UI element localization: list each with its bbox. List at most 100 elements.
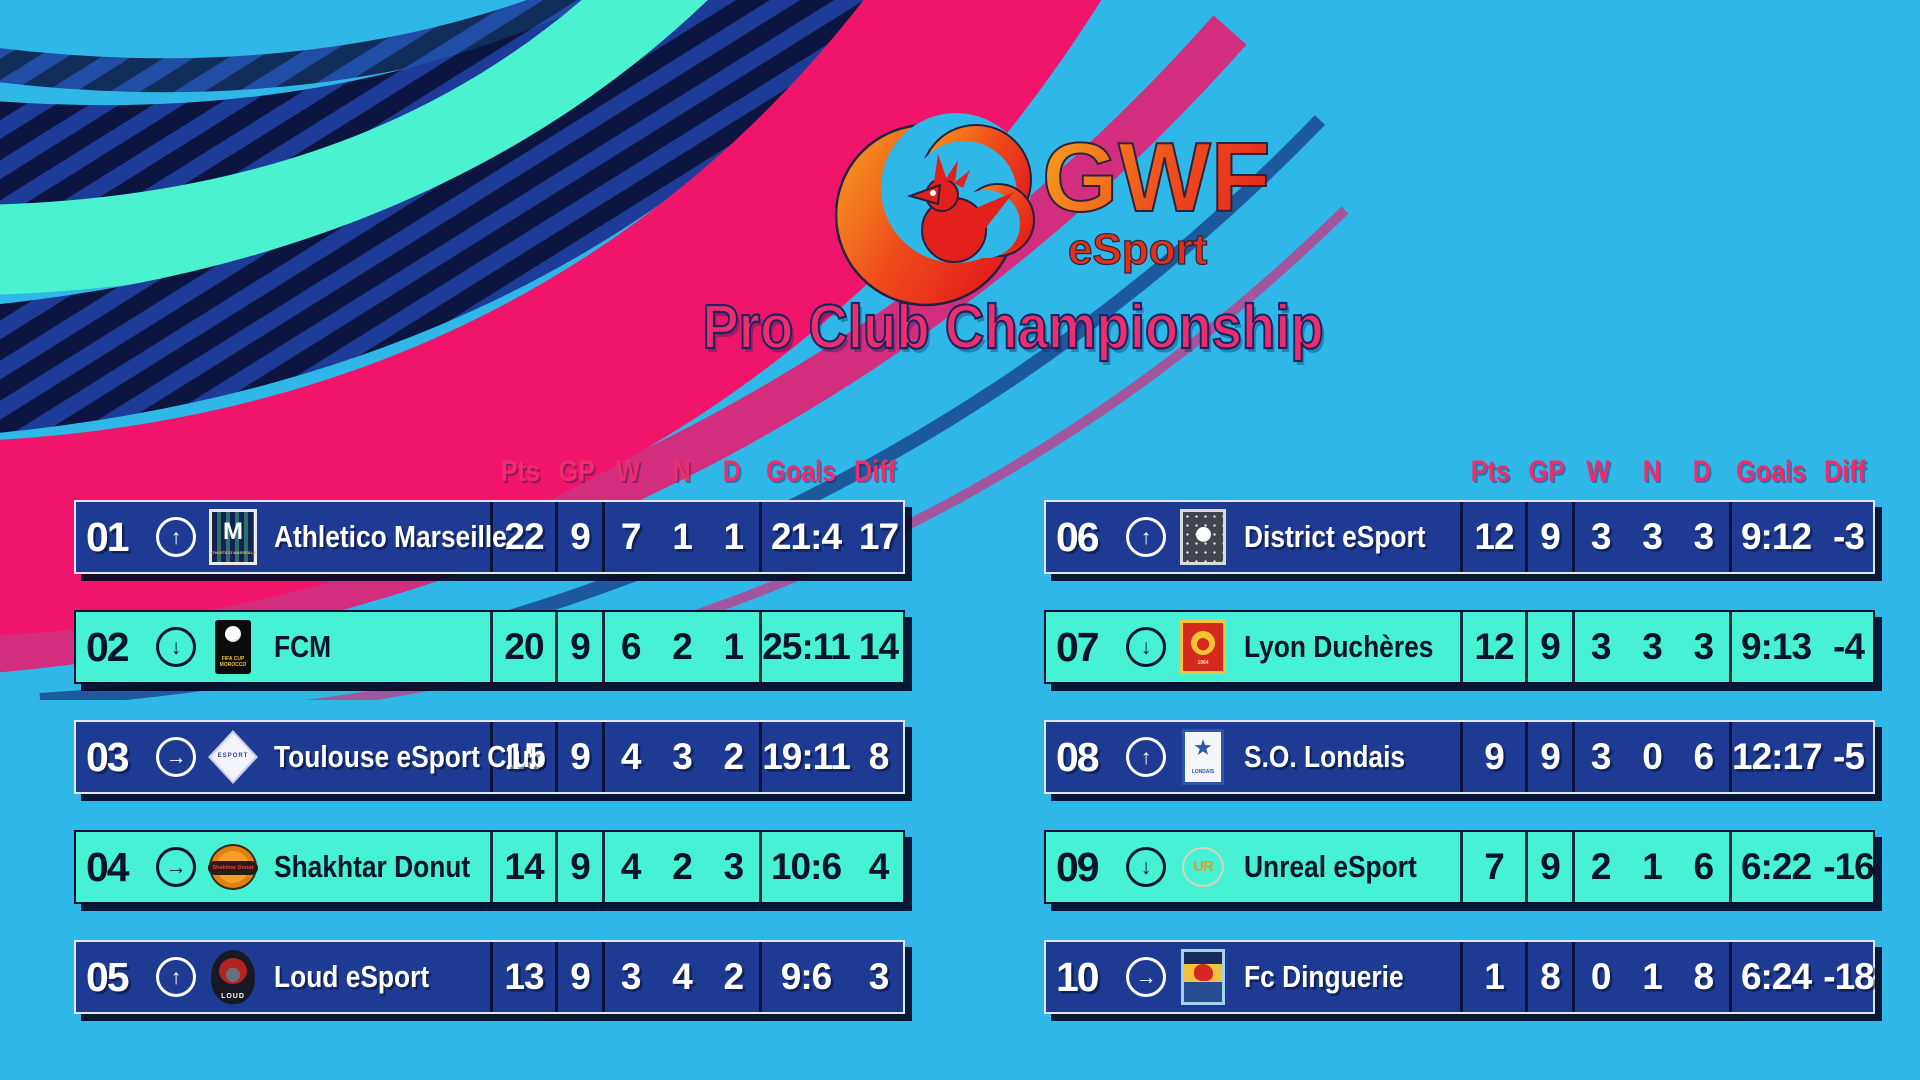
wins-value: 7 <box>620 516 642 557</box>
rank-label: 05 <box>86 953 130 1000</box>
header-diff: Diff <box>1824 455 1866 488</box>
games-played-cell: 9 <box>555 502 602 572</box>
wins-value: 4 <box>620 846 642 887</box>
phoenix-logo <box>834 113 1035 307</box>
header-losses: D <box>722 455 742 488</box>
losses-value: 3 <box>723 846 745 887</box>
badge-edge <box>1182 847 1224 887</box>
up-arrow-icon: ↑ <box>1126 517 1166 557</box>
header-losses: D <box>1692 455 1712 488</box>
points-value: 13 <box>504 956 544 997</box>
standings-row: 10 → Fc Dinguerie 1 8 0 1 8 6:24 -18 <box>1044 940 1875 1014</box>
games-played-cell: 9 <box>555 612 602 682</box>
team-cell: 06 ↑ District eSport <box>1046 502 1460 572</box>
team-name: Toulouse eSport Club <box>274 739 546 774</box>
draws-value: 0 <box>1642 736 1663 777</box>
goals-value: 9:6 <box>780 956 832 997</box>
draws-value: 2 <box>672 626 693 667</box>
right-arrow-icon: → <box>156 737 196 777</box>
team-name: Fc Dinguerie <box>1244 959 1404 994</box>
team-name: Lyon Duchères <box>1244 629 1434 664</box>
games-played-value: 9 <box>570 736 591 777</box>
badge-shape <box>1185 732 1221 782</box>
goals-value: 6:24 <box>1740 956 1812 997</box>
team-badge: M ATHLETICO MARSEILLE <box>208 508 258 566</box>
goals-value: 9:12 <box>1740 516 1812 557</box>
badge-text: ESPORT <box>217 753 249 759</box>
standings-row: 01 ↑ M ATHLETICO MARSEILLE Athletico Marseil… <box>74 500 905 574</box>
games-played-cell: 9 <box>1525 832 1572 902</box>
header-draws: N <box>1642 455 1661 488</box>
goals-diff-cell: 9:13 -4 <box>1729 612 1877 682</box>
draws-value: 1 <box>672 516 693 557</box>
badge-text: LONDAIS <box>1191 769 1215 775</box>
wins-value: 4 <box>620 736 642 777</box>
goals-value: 9:13 <box>1740 626 1812 667</box>
draws-value: 3 <box>672 736 693 777</box>
team-cell: 02 ↓ FIFA CUP MOROCCO FCM <box>76 612 490 682</box>
badge-emblem: UR <box>1193 858 1214 875</box>
points-cell: 15 <box>490 722 555 792</box>
rank-label: 09 <box>1056 843 1100 890</box>
header-pts: Pts <box>500 455 541 488</box>
down-arrow-icon: ↓ <box>1126 847 1166 887</box>
down-arrow-icon: ↓ <box>156 627 196 667</box>
header-goals: Goals <box>765 455 837 488</box>
brand-subtitle: eSport <box>1067 225 1208 274</box>
points-cell: 20 <box>490 612 555 682</box>
goals-diff-cell: 6:22 -16 <box>1729 832 1877 902</box>
games-played-cell: 9 <box>1525 502 1572 572</box>
team-badge: ★ LONDAIS <box>1178 728 1228 786</box>
points-value: 7 <box>1484 846 1505 887</box>
games-played-cell: 9 <box>555 832 602 902</box>
points-value: 12 <box>1474 516 1514 557</box>
draws-value: 2 <box>672 846 693 887</box>
losses-value: 2 <box>723 956 745 997</box>
points-cell: 7 <box>1460 832 1525 902</box>
team-name: Shakhtar Donut <box>274 849 471 884</box>
goals-diff-cell: 9:12 -3 <box>1729 502 1877 572</box>
games-played-cell: 8 <box>1525 942 1572 1012</box>
goals-value: 10:6 <box>770 846 842 887</box>
points-cell: 12 <box>1460 612 1525 682</box>
team-cell: 08 ↑ ★ LONDAIS S.O. Londais <box>1046 722 1460 792</box>
team-badge: FIFA CUP MOROCCO <box>208 618 258 676</box>
team-badge: ESPORT <box>208 728 258 786</box>
team-name: FCM <box>274 629 332 664</box>
badge-emblem <box>225 626 241 642</box>
goal-diff-value: -16 <box>1823 846 1874 887</box>
games-played-value: 9 <box>570 516 591 557</box>
team-badge: 1964 <box>1178 618 1228 676</box>
team-cell: 03 → ESPORT Toulouse eSport Club <box>76 722 546 792</box>
team-name: Loud eSport <box>274 959 430 994</box>
goal-diff-value: -4 <box>1833 626 1865 667</box>
points-value: 1 <box>1484 956 1505 997</box>
games-played-value: 9 <box>570 956 591 997</box>
team-name: Athletico Marseille <box>274 519 507 554</box>
wins-value: 3 <box>1590 736 1612 777</box>
goal-diff-value: 4 <box>868 846 890 887</box>
header-gp: GP <box>1528 455 1565 488</box>
right-arrow-icon: → <box>1126 957 1166 997</box>
goals-diff-cell: 21:4 17 <box>759 502 907 572</box>
goal-diff-value: -5 <box>1833 736 1865 777</box>
header-diff: Diff <box>854 455 896 488</box>
up-arrow-icon: ↑ <box>156 957 196 997</box>
games-played-value: 9 <box>1540 846 1561 887</box>
games-played-value: 9 <box>570 846 591 887</box>
badge-emblem <box>219 958 247 984</box>
goals-diff-cell: 12:17 -5 <box>1729 722 1877 792</box>
badge-emblem: ★ <box>1194 738 1212 759</box>
badge-text: LOUD <box>221 993 245 1000</box>
down-arrow-icon: ↓ <box>1126 627 1166 667</box>
rank-label: 03 <box>86 733 130 780</box>
points-cell: 1 <box>1460 942 1525 1012</box>
wins-value: 3 <box>1590 626 1612 667</box>
rank-label: 07 <box>1056 623 1100 670</box>
points-value: 9 <box>1484 736 1505 777</box>
points-cell: 9 <box>1460 722 1525 792</box>
standings-row: 09 ↓ UR Unreal eSport 7 9 2 1 6 6:22 -16 <box>1044 830 1875 904</box>
